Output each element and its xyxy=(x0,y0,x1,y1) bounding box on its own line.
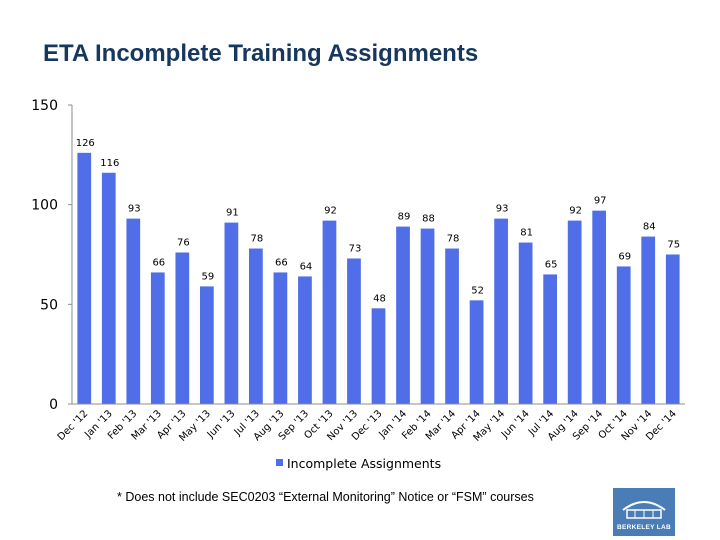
bar xyxy=(616,266,631,404)
legend-swatch xyxy=(276,459,283,466)
bar xyxy=(469,300,484,404)
y-axis: 0 50 100 150 xyxy=(31,98,72,413)
x-tick-label: Dec '12 xyxy=(56,408,91,443)
bar xyxy=(199,286,214,404)
data-label: 92 xyxy=(569,206,582,217)
bar xyxy=(322,220,337,404)
data-label: 75 xyxy=(667,240,680,251)
data-label: 78 xyxy=(251,234,264,245)
y-tick-label: 50 xyxy=(40,297,58,313)
data-label: 116 xyxy=(100,158,119,169)
data-label: 52 xyxy=(471,285,484,296)
bar xyxy=(175,252,190,404)
data-label: 66 xyxy=(152,257,165,268)
bar xyxy=(641,236,656,404)
bar xyxy=(77,152,92,404)
data-label: 69 xyxy=(618,251,631,262)
bar xyxy=(150,272,165,404)
axes xyxy=(71,105,685,405)
data-label: 66 xyxy=(275,257,288,268)
data-label: 81 xyxy=(520,228,533,239)
chart-title: ETA Incomplete Training Assignments xyxy=(43,40,479,67)
footnote: * Does not include SEC0203 “External Mon… xyxy=(117,490,534,504)
data-label: 93 xyxy=(496,204,509,215)
bar xyxy=(665,254,680,404)
y-tick-label: 0 xyxy=(49,397,58,413)
bar xyxy=(494,218,508,404)
bar xyxy=(126,218,141,404)
data-label: 59 xyxy=(201,271,214,282)
bar xyxy=(592,210,607,404)
bar xyxy=(371,308,386,404)
data-labels: 126 116 93 66 76 59 91 78 66 64 92 73 48 89 88 78 52 93 81… xyxy=(76,138,680,304)
bar xyxy=(249,248,263,404)
data-label: 93 xyxy=(128,204,141,215)
data-label: 91 xyxy=(226,208,239,219)
data-label: 65 xyxy=(545,259,558,270)
bars xyxy=(77,152,680,404)
bar xyxy=(567,220,582,404)
data-label: 73 xyxy=(349,243,362,254)
data-label: 64 xyxy=(300,261,313,272)
bar xyxy=(420,228,435,404)
data-label: 126 xyxy=(76,138,95,149)
y-tick-label: 100 xyxy=(31,198,58,214)
data-label: 89 xyxy=(398,212,411,223)
legend: Incomplete Assignments xyxy=(276,456,441,471)
berkeley-lab-logo-icon: BERKELEY LAB xyxy=(613,488,675,536)
bar xyxy=(347,258,361,404)
bar xyxy=(518,242,533,404)
data-label: 88 xyxy=(422,214,435,225)
logo-text: BERKELEY LAB xyxy=(616,524,672,531)
bar xyxy=(396,226,410,404)
legend-label: Incomplete Assignments xyxy=(287,456,441,471)
data-label: 76 xyxy=(177,238,190,249)
bar xyxy=(543,274,558,404)
data-label: 92 xyxy=(324,206,337,217)
data-label: 48 xyxy=(373,293,386,304)
bar xyxy=(298,276,312,404)
bar xyxy=(445,248,459,404)
data-label: 84 xyxy=(643,222,656,233)
data-label: 78 xyxy=(447,234,460,245)
y-tick-label: 150 xyxy=(31,98,58,114)
bar xyxy=(101,172,116,404)
bar xyxy=(273,272,288,404)
bar xyxy=(224,222,239,404)
data-label: 97 xyxy=(594,196,607,207)
